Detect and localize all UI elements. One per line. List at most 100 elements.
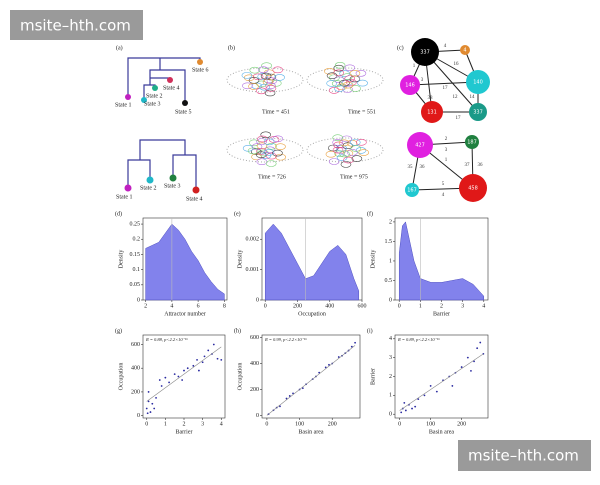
watermark: msite–hth.com xyxy=(468,447,579,465)
point xyxy=(158,379,161,381)
charts: (d) 2 4 6 8 0 0.05 0.1 0.15 0.2 0.25 Attractor numb… xyxy=(115,210,489,435)
y-tick-label: 1 xyxy=(389,393,392,399)
chain xyxy=(358,149,370,156)
y-tick-label: 2 xyxy=(389,219,392,225)
annotation: R = 0.99, p<2.2×10⁻¹⁶ xyxy=(264,337,307,343)
x-tick-label: 2 xyxy=(183,421,186,427)
x-tick-label: 200 xyxy=(328,421,337,427)
point xyxy=(155,396,157,399)
y-tick-label: 0.15 xyxy=(130,252,141,258)
chain xyxy=(339,79,350,87)
y-tick-label: 400 xyxy=(131,366,140,372)
x-tick-label: 1 xyxy=(164,421,167,427)
x-tick-label: 200 xyxy=(293,303,302,309)
time-label: Time = 551 xyxy=(348,109,376,115)
chain xyxy=(340,161,352,168)
chain xyxy=(272,135,284,143)
network-nodes xyxy=(400,38,490,202)
x-tick-label: 0 xyxy=(398,303,401,309)
time-label: Time = 451 xyxy=(262,109,290,115)
chain xyxy=(266,77,278,85)
density-area xyxy=(145,223,225,301)
chain xyxy=(264,89,276,97)
x-axis-label: Basin area xyxy=(298,429,323,435)
edge-labels: 4 16 1 3 17 12 38 14 17 2 3 35 36 1 37 36 5 4 xyxy=(408,44,484,198)
chain xyxy=(332,146,344,154)
x-tick-label: 600 xyxy=(358,303,367,309)
y-tick-label: 0.2 xyxy=(133,237,141,243)
point xyxy=(460,366,463,368)
point xyxy=(423,394,426,397)
density-area xyxy=(264,223,360,301)
point xyxy=(201,361,204,364)
point xyxy=(198,369,200,372)
orbit xyxy=(226,67,304,93)
point xyxy=(288,395,291,397)
chain xyxy=(264,146,276,154)
node-label: 146 xyxy=(405,83,415,89)
x-axis-label: Barrier xyxy=(433,311,450,317)
chain xyxy=(351,155,363,162)
y-tick-label: 0.1 xyxy=(133,267,141,273)
dendrogram xyxy=(125,57,203,106)
state-label: State 2 xyxy=(146,93,163,99)
y-tick-label: 0 xyxy=(256,413,259,419)
orbit xyxy=(306,137,384,163)
edge-label: 1 xyxy=(413,64,416,69)
node-label: 427 xyxy=(415,143,425,149)
plot-frame xyxy=(261,334,361,419)
panel-label: (g) xyxy=(115,327,122,334)
chain xyxy=(251,143,263,151)
chain xyxy=(333,64,345,72)
x-tick-label: 100 xyxy=(295,421,304,427)
density-area xyxy=(398,221,485,301)
edge-label: 4 xyxy=(442,193,445,198)
point xyxy=(292,392,294,395)
point xyxy=(404,409,407,412)
chain xyxy=(350,85,361,92)
chain xyxy=(328,158,340,165)
chain xyxy=(274,74,285,81)
node-label: 131 xyxy=(427,110,437,116)
state-label: State 5 xyxy=(175,109,192,115)
chain xyxy=(260,72,272,80)
point xyxy=(285,397,288,400)
y-tick-label: 0.002 xyxy=(246,237,260,243)
chain xyxy=(324,68,335,75)
chain xyxy=(341,135,352,143)
point xyxy=(183,369,185,372)
chain xyxy=(349,70,361,77)
point xyxy=(337,356,340,358)
node-label: 458 xyxy=(468,186,478,192)
edge-label: 36 xyxy=(478,163,484,168)
chain xyxy=(334,85,345,92)
chain xyxy=(326,80,337,87)
y-axis-label: Occupation xyxy=(118,363,124,391)
point xyxy=(145,407,148,410)
node-label: 337 xyxy=(420,50,430,56)
node-label: 4 xyxy=(463,48,466,54)
edge-label: 17 xyxy=(443,86,449,91)
y-tick-label: 200 xyxy=(250,387,259,393)
point xyxy=(212,343,215,346)
chain xyxy=(347,149,358,156)
y-tick-label: 0.25 xyxy=(130,221,141,227)
x-tick-label: 0 xyxy=(145,421,148,427)
x-axis-label: Occupation xyxy=(298,311,326,317)
point xyxy=(151,402,154,405)
edge-label: 3 xyxy=(445,148,448,153)
y-axis-label: Barrier xyxy=(370,368,376,385)
point xyxy=(414,405,417,408)
edge-label: 4 xyxy=(444,44,447,49)
edge-label: 37 xyxy=(465,163,471,168)
chain xyxy=(275,153,286,161)
chain xyxy=(356,138,367,146)
point xyxy=(350,345,353,348)
node-label: 337 xyxy=(473,110,483,116)
point xyxy=(435,390,438,393)
chain xyxy=(349,75,361,83)
panel-label: (f) xyxy=(367,210,373,217)
point xyxy=(328,363,330,366)
chain xyxy=(260,131,272,139)
chain xyxy=(242,82,253,90)
